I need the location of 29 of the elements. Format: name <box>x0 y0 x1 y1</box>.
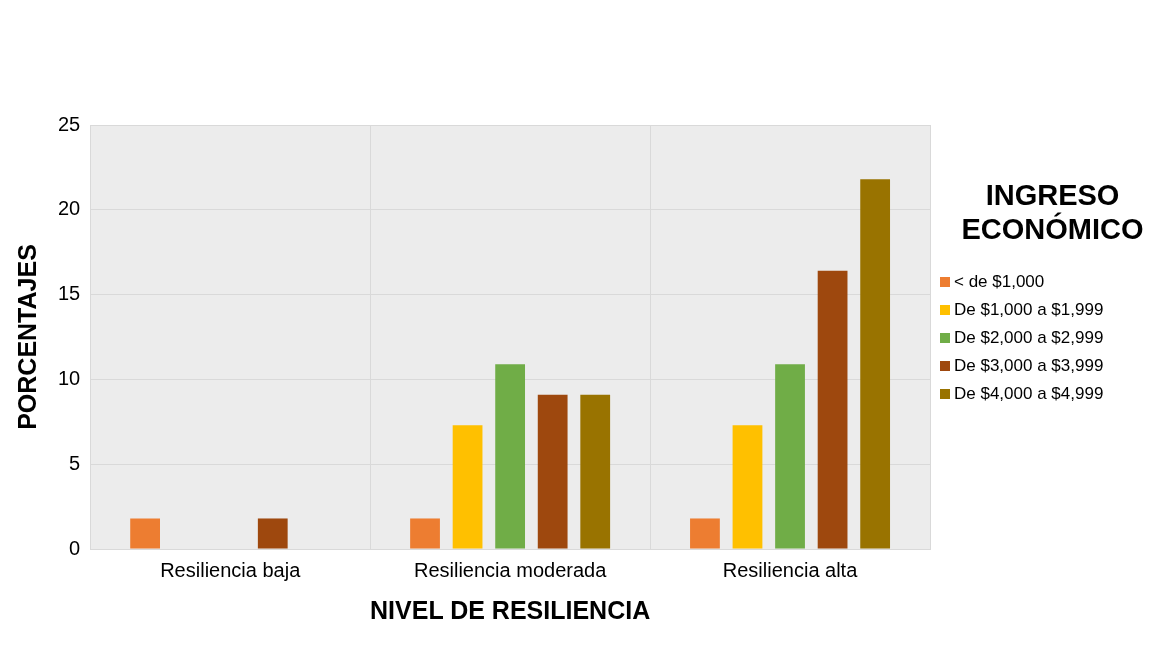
bar <box>495 364 526 549</box>
y-tick-label: 20 <box>58 197 81 220</box>
bar <box>537 394 568 549</box>
y-tick-label: 5 <box>69 451 81 474</box>
x-axis-title: NIVEL DE RESILIENCIA <box>370 595 651 624</box>
x-tick-label: Resiliencia moderada <box>413 558 608 581</box>
y-axis-title: PORCENTAJES <box>12 244 41 430</box>
y-tick-label: 10 <box>58 366 81 389</box>
y-tick-label: 15 <box>58 282 81 305</box>
bar <box>130 518 160 549</box>
legend-label: < de $1,000 <box>954 272 1045 292</box>
legend-label: De $2,000 a $2,999 <box>954 328 1104 348</box>
legend-label: De $3,000 a $3,999 <box>954 356 1104 376</box>
legend-title: INGRESO ECONÓMICO <box>960 178 1145 246</box>
bar <box>410 518 440 549</box>
bar <box>732 425 763 549</box>
bar <box>860 179 891 549</box>
bar <box>775 364 805 549</box>
bar <box>452 425 483 549</box>
x-tick-label: Resiliencia baja <box>160 558 302 581</box>
x-tick-label: Resiliencia alta <box>722 558 859 581</box>
y-tick-label: 25 <box>58 112 81 135</box>
bar <box>817 270 848 549</box>
bar <box>690 518 720 549</box>
y-tick-label: 0 <box>69 536 81 559</box>
bar <box>257 518 288 549</box>
legend-label: De $1,000 a $1,999 <box>954 300 1104 320</box>
bar <box>580 394 611 549</box>
legend-label: De $4,000 a $4,999 <box>954 384 1104 404</box>
